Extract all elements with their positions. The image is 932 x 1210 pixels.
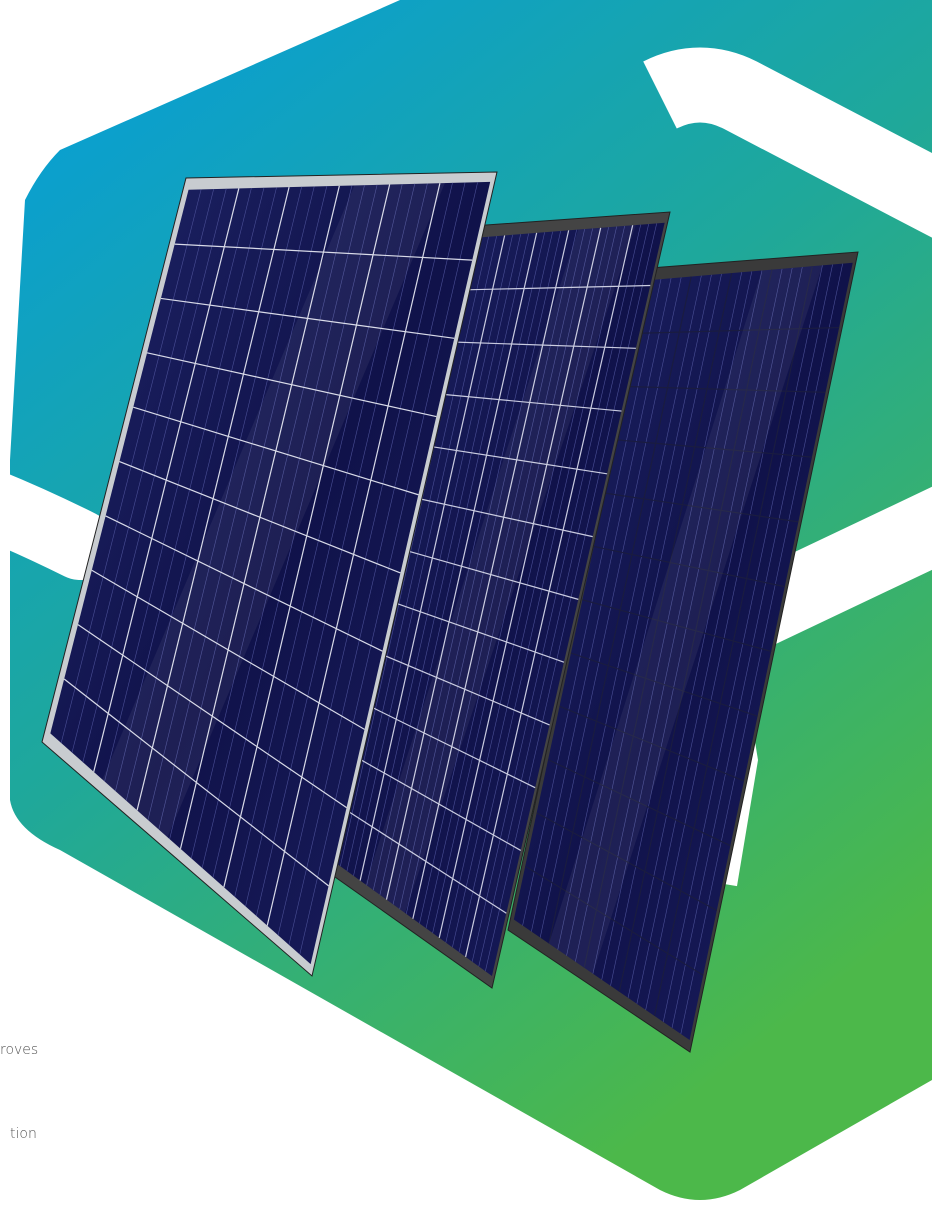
cell-line — [524, 865, 704, 976]
cell-line — [63, 678, 329, 887]
cell-line — [449, 341, 636, 349]
cell-line — [91, 569, 365, 730]
cell-line — [146, 352, 437, 418]
panel-glare — [365, 225, 636, 914]
panel-glare — [102, 183, 445, 838]
cell-line — [628, 385, 826, 393]
cell-line — [559, 705, 745, 782]
cell-line — [582, 599, 772, 652]
cell-line — [174, 243, 473, 261]
logo-stripe — [643, 47, 932, 238]
panel-cells — [333, 222, 665, 977]
cell-line — [379, 653, 550, 726]
cell-line — [77, 624, 347, 809]
panel-cells — [513, 262, 853, 1041]
cell-line — [593, 545, 785, 588]
cell-line — [426, 445, 608, 475]
cell-line — [368, 705, 536, 789]
cell-line — [133, 406, 419, 496]
cell-line — [547, 759, 731, 847]
cell-line — [345, 809, 507, 914]
cell-line — [403, 549, 579, 600]
panel-glare — [548, 265, 823, 974]
caption: roves — [0, 1042, 38, 1058]
cell-line — [356, 757, 522, 851]
cell-line — [461, 284, 651, 291]
cell-line — [605, 492, 799, 523]
cell-line — [536, 812, 718, 911]
logo-gap — [0, 470, 115, 580]
cell-line — [639, 326, 840, 334]
caption: tion — [10, 1126, 37, 1142]
cell-line — [119, 460, 401, 574]
cell-line — [160, 297, 455, 339]
cell-line — [570, 652, 758, 717]
cell-line — [391, 601, 565, 663]
cell-line — [616, 439, 813, 458]
cell-line — [414, 497, 593, 538]
cell-line — [437, 393, 622, 412]
solar-panels — [41, 171, 859, 1053]
cell-line — [105, 515, 383, 652]
